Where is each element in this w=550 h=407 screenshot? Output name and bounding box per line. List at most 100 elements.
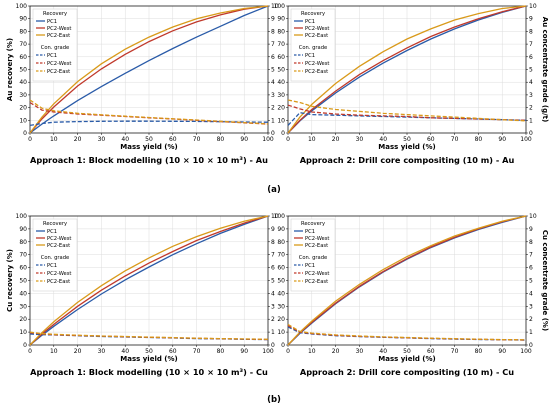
y2-tick-label: 5 [271,278,275,285]
x-tick-label: 10 [308,136,316,143]
y-tick-label: 60 [19,54,27,61]
y-tick-label: 80 [19,28,27,35]
recovery-line-pc2-west [29,215,269,346]
grade-line-pc2-east [287,99,527,122]
chart-title: Approach 2: Drill core compositing (10 m… [300,155,515,165]
legend-label: PC2-East [47,279,70,285]
recovery-line-pc2-east [287,5,527,134]
legend-label: PC1 [47,19,57,25]
legend-label: PC2-East [47,243,70,249]
y2-tick-label: 4 [529,290,533,297]
grade-line-pc2-east [29,99,269,125]
legend-header-grade: Con. grade [41,45,69,51]
x-tick-label: 30 [356,136,364,143]
y2-tick-label: 0 [271,342,275,349]
y2-tick-label: 0 [529,130,533,137]
legend-label: PC2-West [305,61,329,67]
x-tick-label: 10 [50,136,58,143]
y-tick-label: 90 [277,226,285,233]
x-tick-label: 20 [74,136,82,143]
chart-title: Approach 2: Drill core compositing (10 m… [300,367,514,377]
x-tick-label: 70 [193,136,201,143]
x-tick-label: 70 [193,348,201,355]
y-tick-label: 80 [277,239,285,246]
x-tick-label: 30 [98,136,106,143]
y-tick-label: 20 [19,105,27,112]
y2-tick-label: 9 [271,226,275,233]
y-tick-label: 100 [16,213,28,220]
legend-label: PC2-East [305,279,328,285]
y2-tick-label: 7 [529,41,533,48]
y-tick-label: 80 [19,239,27,246]
x-axis-label: Mass yield (%) [120,143,177,151]
chart-title: Approach 1: Block modelling (10 × 10 × 1… [30,155,268,165]
x-tick-label: 20 [332,348,340,355]
y2-tick-label: 6 [271,54,275,61]
recovery-line-pc2-east [29,215,269,346]
y-tick-label: 30 [277,303,285,310]
y-tick-label: 40 [19,290,27,297]
legend-label: PC2-West [47,271,71,277]
legend-header-recovery: Recovery [301,11,325,17]
y-tick-label: 50 [277,67,285,74]
x-tick-label: 40 [121,348,129,355]
y2-tick-label: 4 [271,290,275,297]
legend-label: PC1 [305,53,315,59]
legend-header-recovery: Recovery [43,11,67,17]
y-tick-label: 60 [277,265,285,272]
chart-title: Approach 1: Block modelling (10 × 10 × 1… [30,367,268,377]
x-tick-label: 50 [403,136,411,143]
recovery-line-pc2-east [287,215,527,346]
recovery-line-pc2-east [29,5,269,134]
y-axis-label: Au recovery (%) [6,38,14,101]
y2-tick-label: 2 [529,105,533,112]
y-tick-label: 10 [19,117,27,124]
x-tick-label: 30 [98,348,106,355]
y-tick-label: 100 [274,3,286,10]
x-tick-label: 80 [217,136,225,143]
panel-label-a: (a) [267,185,281,195]
x-tick-label: 0 [28,136,32,143]
y2-tick-label: 1 [271,117,275,124]
y2-tick-label: 8 [529,239,533,246]
legend-header-grade: Con. grade [41,255,69,261]
y2-tick-label: 2 [271,105,275,112]
y-tick-label: 90 [277,16,285,23]
y2-tick-label: 8 [271,239,275,246]
y-tick-label: 0 [23,130,27,137]
y-tick-label: 50 [277,278,285,285]
recovery-line-pc1 [29,215,269,346]
plots-group: 0 10 20 30 40 50 60 70 80 90 100010203040506070809… [6,3,549,377]
x-axis-label: Mass yield (%) [120,355,177,363]
x-tick-label: 40 [121,136,129,143]
x-tick-label: 60 [169,348,177,355]
recovery-line-pc2-west [287,5,527,134]
legend-label: PC2-East [305,243,328,249]
x-tick-label: 60 [169,136,177,143]
y-tick-label: 20 [277,316,285,323]
y-tick-label: 70 [277,252,285,259]
x-tick-label: 50 [145,348,153,355]
y-tick-label: 50 [19,278,27,285]
grade-line-pc2-east [287,323,527,341]
y2-tick-label: 7 [529,252,533,259]
y-tick-label: 40 [277,290,285,297]
y2-tick-label: 3 [529,92,533,99]
recovery-line-pc1 [29,5,269,134]
x-tick-label: 90 [498,348,506,355]
y2-tick-label: 10 [529,3,537,10]
y2-tick-label: 2 [529,316,533,323]
x-tick-label: 40 [379,348,387,355]
x-tick-label: 60 [427,136,435,143]
x-tick-label: 80 [217,348,225,355]
legend-header-recovery: Recovery [301,221,325,227]
legend-label: PC2-East [305,33,328,39]
y-tick-label: 70 [277,41,285,48]
y-tick-label: 70 [19,41,27,48]
y2-tick-label: 1 [271,329,275,336]
y2-tick-label: 10 [271,3,279,10]
y-tick-label: 30 [19,303,27,310]
y-tick-label: 90 [19,16,27,23]
x-tick-label: 10 [308,348,316,355]
